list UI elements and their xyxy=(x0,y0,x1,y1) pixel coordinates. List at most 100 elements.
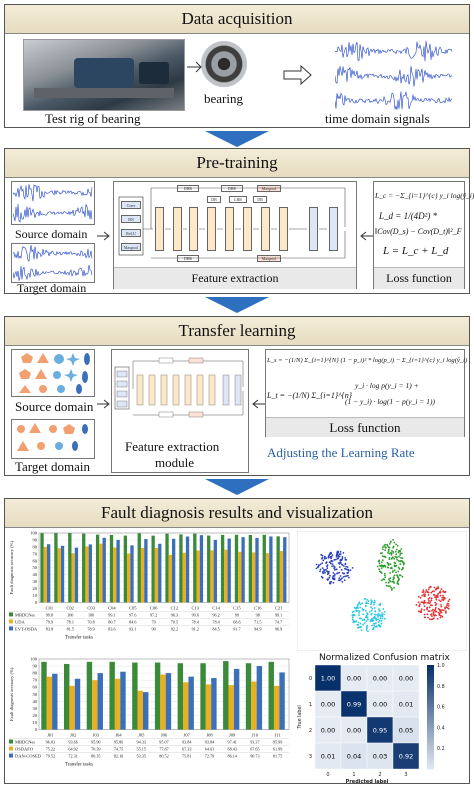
scatter-point xyxy=(340,559,343,561)
table-cell: 64.92 xyxy=(68,747,77,752)
scatter-point xyxy=(335,568,337,571)
scatter-point xyxy=(362,613,365,616)
bar-dan-cosed xyxy=(165,673,172,730)
scatter-point xyxy=(352,621,355,624)
scatter-point xyxy=(321,562,323,565)
x-tick-label: J11 xyxy=(275,733,281,738)
table-cell: 75.81 xyxy=(182,754,191,759)
colorbar-segment xyxy=(427,717,434,721)
scatter-point xyxy=(444,606,446,609)
scatter-point xyxy=(442,599,445,601)
scatter-point xyxy=(329,551,332,554)
scatter-point xyxy=(376,613,378,616)
scatter-point xyxy=(397,583,400,586)
colorbar-segment xyxy=(427,691,434,695)
y-tick-label: 70 xyxy=(33,678,38,683)
scatter-point xyxy=(356,605,359,608)
cm-row-tick: 1 xyxy=(309,702,312,708)
scatter-point xyxy=(327,572,330,575)
scatter-point xyxy=(448,605,450,607)
bar-osdafo xyxy=(228,685,234,730)
bar-uda xyxy=(57,548,61,603)
colorbar-segment xyxy=(427,758,434,762)
scatter-point xyxy=(427,591,429,594)
bar-evt-osda xyxy=(47,544,51,603)
scatter-point xyxy=(393,564,396,567)
cm-cell-value: 0.01 xyxy=(399,701,413,709)
colorbar-segment xyxy=(427,730,434,734)
cm-cell xyxy=(340,716,368,744)
signals-label: time domain signals xyxy=(325,111,430,126)
colorbar-segment xyxy=(427,704,434,708)
scatter-point xyxy=(381,615,384,618)
scatter-point xyxy=(419,597,422,599)
cm-cell-value: 0.03 xyxy=(373,753,387,761)
scatter-point xyxy=(424,616,426,619)
cm-cell xyxy=(366,664,394,692)
colorbar-segment xyxy=(427,706,434,710)
colorbar-segment xyxy=(427,678,434,682)
scatter-point xyxy=(391,571,394,573)
bar-mbdcnet xyxy=(132,662,138,730)
scatter-point xyxy=(434,596,436,598)
cm-cell-value: 0.92 xyxy=(399,753,413,761)
bar-mbdcnet xyxy=(262,534,266,603)
bar-mbdcnet xyxy=(248,535,253,603)
scatter-point xyxy=(366,624,369,627)
signal-trace xyxy=(13,244,93,262)
signal-trace xyxy=(13,184,93,202)
scatter-point xyxy=(382,548,384,551)
scatter-point xyxy=(345,559,348,561)
scatter-point xyxy=(443,597,446,599)
x-tick-label: J03 xyxy=(93,733,100,738)
maxpool-block: Maxpool xyxy=(257,185,281,192)
scatter-point xyxy=(387,552,389,554)
table-cell: 91.7 xyxy=(233,626,240,631)
scatter-point xyxy=(383,544,386,547)
scatter-point xyxy=(388,557,391,559)
bar-mbdcnet xyxy=(207,535,211,603)
dbr-block xyxy=(155,207,164,251)
scatter-point xyxy=(341,581,344,583)
scatter-point xyxy=(418,605,421,608)
colorbar-segment xyxy=(427,761,434,765)
table-cell: 80.35 xyxy=(91,754,100,759)
cm-row-tick: 3 xyxy=(309,754,312,760)
bar-osdafo xyxy=(160,674,166,730)
feature-module-box xyxy=(111,349,249,473)
scatter-point xyxy=(432,611,435,614)
legend-swatch xyxy=(9,753,13,758)
table-cell: 94.33 xyxy=(137,740,146,745)
scatter-point xyxy=(397,551,400,554)
bearing-label: bearing xyxy=(204,91,243,106)
results-section: Fault diagnosis results and visualizatio… xyxy=(4,498,470,784)
scatter-point xyxy=(338,571,341,574)
scatter-point xyxy=(385,581,387,584)
scatter-point xyxy=(392,538,394,541)
cm-cell xyxy=(366,690,394,718)
scatter-point xyxy=(431,618,434,621)
table-cell: 93.84 xyxy=(205,740,215,745)
legend-label: OSDAFO xyxy=(15,747,34,752)
legend-swatch xyxy=(9,739,13,744)
y-tick-label: 30 xyxy=(33,579,38,584)
scatter-point xyxy=(445,606,448,608)
scatter-point xyxy=(440,604,442,606)
table-cell: 74.75 xyxy=(114,747,123,752)
scatter-point xyxy=(370,601,373,604)
table-cell: 84.6 xyxy=(129,619,136,624)
table-cell: 70.5 xyxy=(171,619,178,624)
scatter-point xyxy=(319,570,321,573)
bar-evt-osda xyxy=(255,537,259,603)
x-tick-label: J02 xyxy=(70,733,76,738)
scatter-point xyxy=(417,610,420,613)
cm-cell-value: 0.00 xyxy=(321,727,335,735)
scatter-point xyxy=(388,543,391,545)
maxpool-block: Maxpool xyxy=(121,243,141,251)
scatter-point xyxy=(332,581,335,584)
table-cell: 72.31 xyxy=(68,754,77,759)
network-connections xyxy=(118,187,346,259)
scatter-point xyxy=(423,594,426,597)
scatter-point xyxy=(395,543,397,546)
table-cell: 68.43 xyxy=(227,747,236,752)
